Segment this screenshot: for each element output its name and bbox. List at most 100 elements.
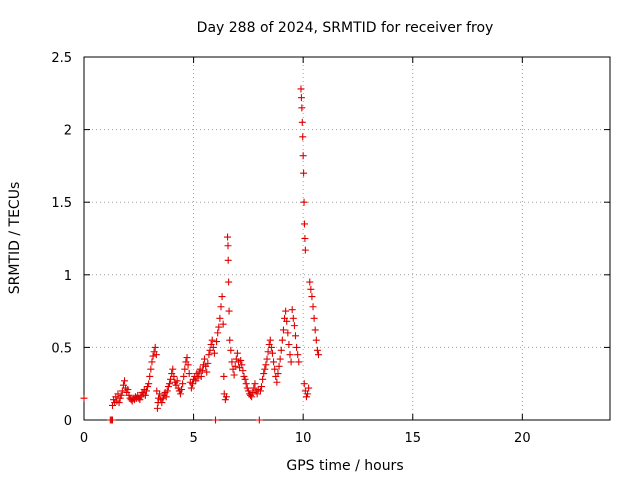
data-point (125, 391, 133, 399)
data-point (144, 383, 152, 391)
data-point (218, 293, 226, 301)
data-point (308, 293, 316, 301)
data-point (80, 394, 88, 402)
data-point (116, 394, 124, 402)
data-point (188, 380, 196, 388)
data-point (278, 336, 286, 344)
data-point (301, 246, 309, 254)
data-point (302, 393, 310, 401)
data-point (180, 372, 188, 380)
data-point (176, 390, 184, 398)
data-point (299, 152, 307, 160)
data-point (203, 368, 211, 376)
data-point (286, 351, 294, 359)
x-tick-label: 20 (514, 431, 531, 446)
data-point (151, 343, 159, 351)
data-point (162, 393, 170, 401)
data-point (115, 399, 123, 407)
data-point (290, 322, 298, 330)
data-point (215, 323, 223, 331)
data-point (153, 404, 161, 412)
data-point (268, 349, 276, 357)
data-point (225, 278, 233, 286)
data-point (274, 370, 282, 378)
plot-frame (83, 56, 611, 421)
data-point (224, 233, 232, 241)
data-point (163, 387, 171, 395)
y-tick-label: 2 (64, 124, 72, 139)
data-point (291, 332, 299, 340)
data-point (313, 346, 321, 354)
data-point (304, 390, 312, 398)
x-axis-label: GPS time / hours (286, 458, 403, 474)
data-point (241, 375, 249, 383)
data-point (198, 367, 206, 375)
data-point (242, 380, 250, 388)
data-point (148, 358, 156, 366)
data-point (260, 370, 268, 378)
data-point (213, 338, 221, 346)
data-point (275, 362, 283, 370)
data-point (310, 314, 318, 322)
data-point (300, 198, 308, 206)
data-point (264, 348, 272, 356)
data-point (206, 346, 214, 354)
data-point (227, 346, 235, 354)
data-point (121, 377, 129, 385)
data-point (282, 307, 290, 315)
x-tick-label: 10 (295, 431, 312, 446)
data-point (201, 355, 209, 363)
data-point (222, 393, 230, 401)
data-points (80, 85, 323, 424)
data-point (300, 220, 308, 228)
data-point (224, 242, 232, 250)
data-point (231, 362, 239, 370)
y-tick-label: 2.5 (51, 51, 72, 66)
data-point (309, 303, 317, 311)
data-point (298, 104, 306, 112)
data-point (124, 386, 132, 394)
data-point (238, 361, 246, 369)
data-point (297, 85, 305, 93)
data-point (284, 329, 292, 337)
grid (84, 57, 610, 420)
data-point (226, 336, 234, 344)
data-point (142, 387, 150, 395)
data-point (173, 377, 181, 385)
data-point (270, 358, 278, 366)
data-point (262, 361, 270, 369)
x-tick-label: 5 (189, 431, 197, 446)
data-point (307, 285, 315, 293)
data-point (178, 386, 186, 394)
y-tick-label: 1 (64, 269, 72, 284)
data-point (208, 336, 216, 344)
data-point (170, 372, 178, 380)
data-point (179, 380, 187, 388)
data-point (147, 365, 155, 373)
data-point (141, 391, 149, 399)
data-point (195, 368, 203, 376)
data-point (205, 351, 213, 359)
data-point (301, 235, 309, 242)
data-point (311, 326, 319, 334)
data-point (255, 416, 263, 424)
data-point (267, 343, 275, 351)
data-point (209, 343, 217, 351)
data-point (220, 372, 228, 380)
data-point (297, 94, 305, 102)
data-point (114, 390, 122, 398)
data-point (285, 340, 293, 348)
data-point (184, 361, 192, 369)
data-point (216, 314, 224, 322)
chart-title: Day 288 of 2024, SRMTID for receiver fro… (197, 20, 494, 36)
data-point (219, 320, 227, 328)
data-point (305, 384, 313, 392)
data-point (299, 133, 307, 141)
tick-labels: 0 5 10 15 20 0 0.5 1 1.5 2 2.5 (51, 51, 530, 446)
data-point (221, 396, 229, 404)
data-point (300, 169, 308, 177)
data-point (165, 380, 173, 388)
data-point (118, 387, 126, 395)
data-point (263, 355, 271, 363)
